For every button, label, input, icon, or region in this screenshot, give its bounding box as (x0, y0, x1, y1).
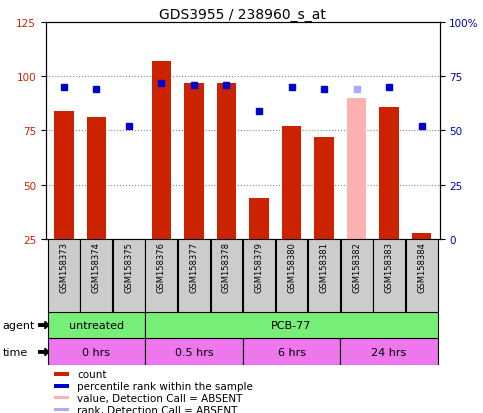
Text: PCB-77: PCB-77 (271, 320, 312, 330)
Text: GSM158383: GSM158383 (384, 242, 394, 292)
Text: GSM158377: GSM158377 (189, 242, 199, 292)
Bar (184, 83, 204, 240)
Text: rank, Detection Call = ABSENT: rank, Detection Call = ABSENT (77, 405, 238, 413)
Bar (86, 118, 106, 240)
Text: GSM158381: GSM158381 (320, 242, 328, 292)
Text: GSM158378: GSM158378 (222, 242, 231, 292)
Bar (341, 240, 372, 312)
Bar (47, 339, 145, 366)
Bar (54, 112, 73, 240)
Bar (412, 233, 431, 240)
Text: GSM158375: GSM158375 (124, 242, 133, 292)
Bar (341, 339, 438, 366)
Bar (145, 240, 177, 312)
Text: 0.5 hrs: 0.5 hrs (174, 347, 213, 357)
Text: 6 hrs: 6 hrs (278, 347, 306, 357)
Bar (308, 240, 340, 312)
Bar (119, 240, 139, 287)
Bar (152, 62, 171, 240)
Bar (249, 198, 269, 240)
Bar (217, 83, 236, 240)
Bar (282, 127, 301, 240)
Bar (243, 240, 275, 312)
Text: time: time (2, 347, 28, 357)
Text: 0 hrs: 0 hrs (82, 347, 110, 357)
Bar (80, 240, 112, 312)
Text: GSM158380: GSM158380 (287, 242, 296, 292)
Bar (373, 240, 405, 312)
Text: agent: agent (2, 320, 35, 330)
Bar (379, 107, 399, 240)
Text: untreated: untreated (69, 320, 124, 330)
Text: percentile rank within the sample: percentile rank within the sample (77, 381, 253, 391)
Bar (276, 240, 308, 312)
Bar (54, 396, 69, 399)
Text: count: count (77, 369, 107, 379)
Text: 24 hrs: 24 hrs (371, 347, 407, 357)
Bar (54, 408, 69, 411)
Text: GSM158384: GSM158384 (417, 242, 426, 292)
Bar (145, 339, 242, 366)
Bar (178, 240, 210, 312)
Text: GSM158373: GSM158373 (59, 242, 68, 292)
Bar (347, 99, 366, 240)
Text: GSM158374: GSM158374 (92, 242, 101, 292)
Bar (211, 240, 242, 312)
Bar (113, 240, 145, 312)
Title: GDS3955 / 238960_s_at: GDS3955 / 238960_s_at (159, 8, 326, 22)
Bar (48, 240, 80, 312)
Text: GSM158382: GSM158382 (352, 242, 361, 292)
Bar (47, 312, 145, 339)
Bar (54, 384, 69, 387)
Text: GSM158376: GSM158376 (157, 242, 166, 292)
Text: value, Detection Call = ABSENT: value, Detection Call = ABSENT (77, 393, 243, 403)
Bar (242, 339, 341, 366)
Bar (145, 312, 438, 339)
Bar (406, 240, 438, 312)
Bar (54, 373, 69, 376)
Text: GSM158379: GSM158379 (255, 242, 263, 292)
Bar (314, 138, 334, 240)
